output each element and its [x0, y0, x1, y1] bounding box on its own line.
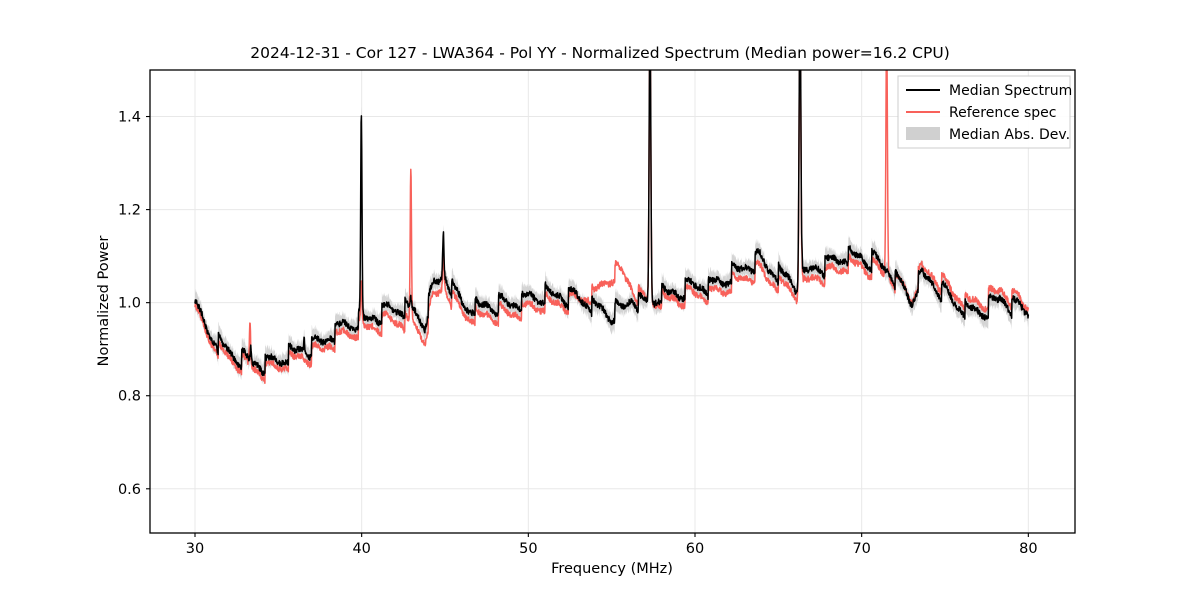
x-tick-label: 80: [1019, 541, 1037, 557]
chart-title: 2024-12-31 - Cor 127 - LWA364 - Pol YY -…: [250, 44, 950, 62]
legend: Median Spectrum Reference spec Median Abs.…: [897, 75, 1072, 149]
x-tick-label: 70: [852, 541, 870, 557]
y-tick-label: 0.6: [118, 482, 141, 498]
x-axis-title: Frequency (MHz): [551, 561, 673, 577]
data-layer: [194, 70, 1030, 386]
y-tick-label: 0.8: [118, 389, 141, 405]
plot-frame: [149, 69, 1076, 534]
legend-entry-label: Median Abs. Dev.: [949, 127, 1070, 143]
x-axis: 30 40 50 60 70 80: [186, 533, 1038, 557]
x-tick-label: 30: [186, 541, 204, 557]
x-tick-label: 40: [352, 541, 370, 557]
x-tick-label: 60: [686, 541, 704, 557]
legend-entry-label: Median Spectrum: [949, 83, 1072, 99]
median-abs-dev-band: [195, 70, 1029, 386]
y-axis: 0.6 0.8 1.0 1.2 1.4: [118, 110, 150, 498]
legend-entry-label: Reference spec: [949, 105, 1056, 121]
y-tick-label: 1.0: [118, 296, 141, 312]
y-axis-title: Normalized Power: [96, 236, 112, 367]
median-spectrum-line: [194, 70, 1030, 377]
x-tick-label: 50: [519, 541, 537, 557]
y-tick-label: 1.2: [118, 203, 141, 219]
legend-patch-swatch: [906, 127, 940, 140]
y-tick-label: 1.4: [118, 110, 141, 126]
